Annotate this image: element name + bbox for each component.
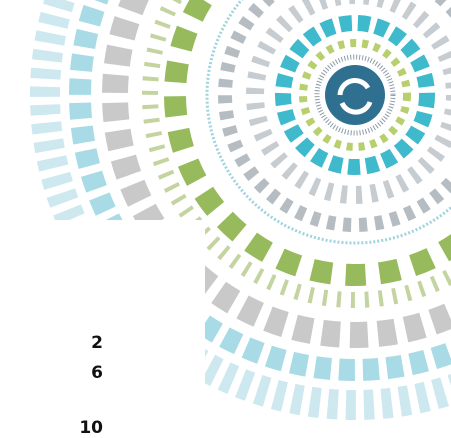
center-circle bbox=[325, 65, 385, 125]
number: 6 bbox=[63, 363, 103, 383]
page: 2 6 10 (() => { const data = JSON.parse(… bbox=[0, 0, 451, 437]
number: 2 bbox=[63, 333, 103, 353]
blank-panel bbox=[0, 220, 205, 437]
number: 10 bbox=[63, 418, 103, 438]
